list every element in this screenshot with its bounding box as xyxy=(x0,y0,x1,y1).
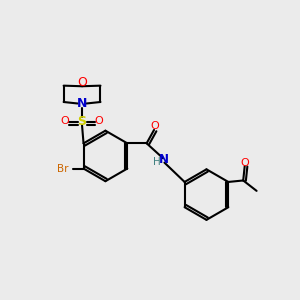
Text: N: N xyxy=(159,153,169,166)
Text: O: O xyxy=(94,116,103,126)
Text: H: H xyxy=(152,157,160,167)
Text: O: O xyxy=(77,76,87,89)
Text: S: S xyxy=(78,116,87,128)
Text: Br: Br xyxy=(57,164,69,174)
Text: O: O xyxy=(150,122,159,131)
Text: O: O xyxy=(61,116,70,126)
Text: N: N xyxy=(77,97,87,110)
Text: O: O xyxy=(240,158,249,168)
